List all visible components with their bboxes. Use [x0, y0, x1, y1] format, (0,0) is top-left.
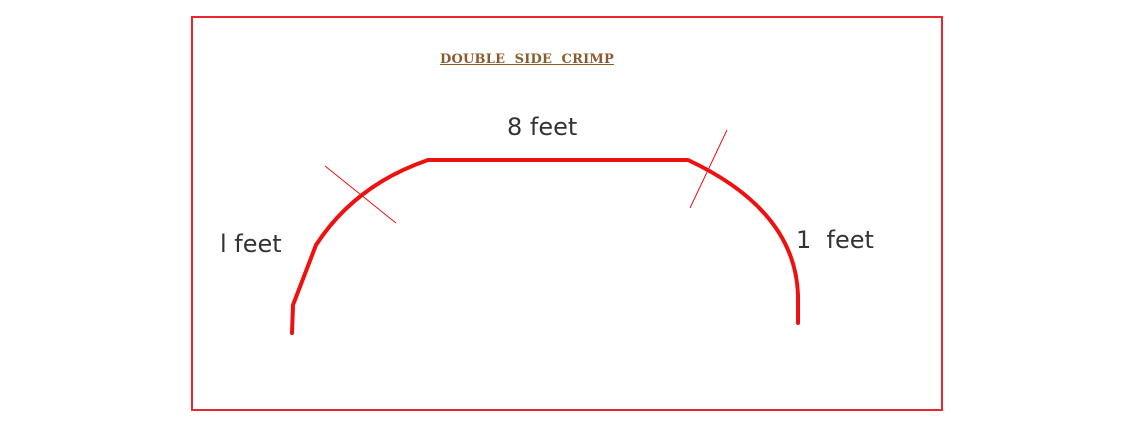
right-section-length-label: 1 feet — [796, 226, 874, 254]
diagram-title: DOUBLE SIDE CRIMP — [440, 52, 614, 67]
diagram-frame — [191, 16, 943, 411]
crimp-profile-line — [290, 158, 800, 335]
left-section-divider-mark — [324, 165, 397, 224]
top-section-length-label: 8 feet — [507, 113, 578, 141]
left-section-length-label: l feet — [220, 230, 282, 258]
right-section-divider-mark — [689, 129, 728, 209]
